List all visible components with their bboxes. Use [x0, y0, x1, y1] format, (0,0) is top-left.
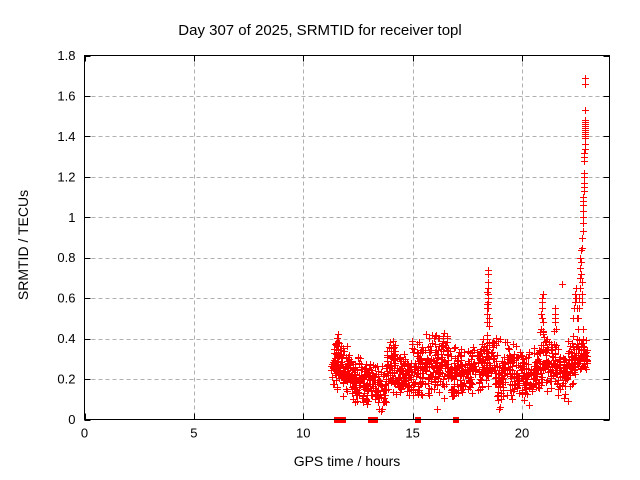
y-tick-label: 0.8 [57, 250, 75, 265]
y-tick-label: 1.2 [57, 169, 75, 184]
y-tick-label: 0 [68, 412, 75, 427]
chart-title: Day 307 of 2025, SRMTID for receiver top… [178, 22, 462, 39]
tick-marks [84, 55, 610, 421]
y-axis-label: SRMTID / TECUs [15, 189, 31, 301]
x-tick-label: 15 [405, 426, 419, 441]
x-tick-label: 10 [296, 426, 310, 441]
y-tick-label: 0.4 [57, 331, 75, 346]
scatter-points-srmtid [328, 75, 591, 415]
x-tick-label: 5 [190, 426, 197, 441]
axis-box [84, 55, 610, 420]
y-tick-labels: 0 0.2 0.4 0.6 0.8 1 1.2 1.4 1.6 1.8 [57, 48, 75, 427]
grid-lines [84, 55, 610, 420]
y-tick-label: 1.6 [57, 88, 75, 103]
y-tick-label: 1.8 [57, 48, 75, 63]
x-tick-label: 20 [515, 426, 529, 441]
x-axis-label: GPS time / hours [293, 453, 401, 469]
y-tick-label: 0.2 [57, 372, 75, 387]
y-tick-label: 1.4 [57, 129, 75, 144]
y-tick-label: 1 [68, 210, 75, 225]
x-tick-label: 0 [81, 426, 88, 441]
y-tick-label: 0.6 [57, 291, 75, 306]
x-tick-labels: 0 5 10 15 20 [81, 426, 529, 441]
